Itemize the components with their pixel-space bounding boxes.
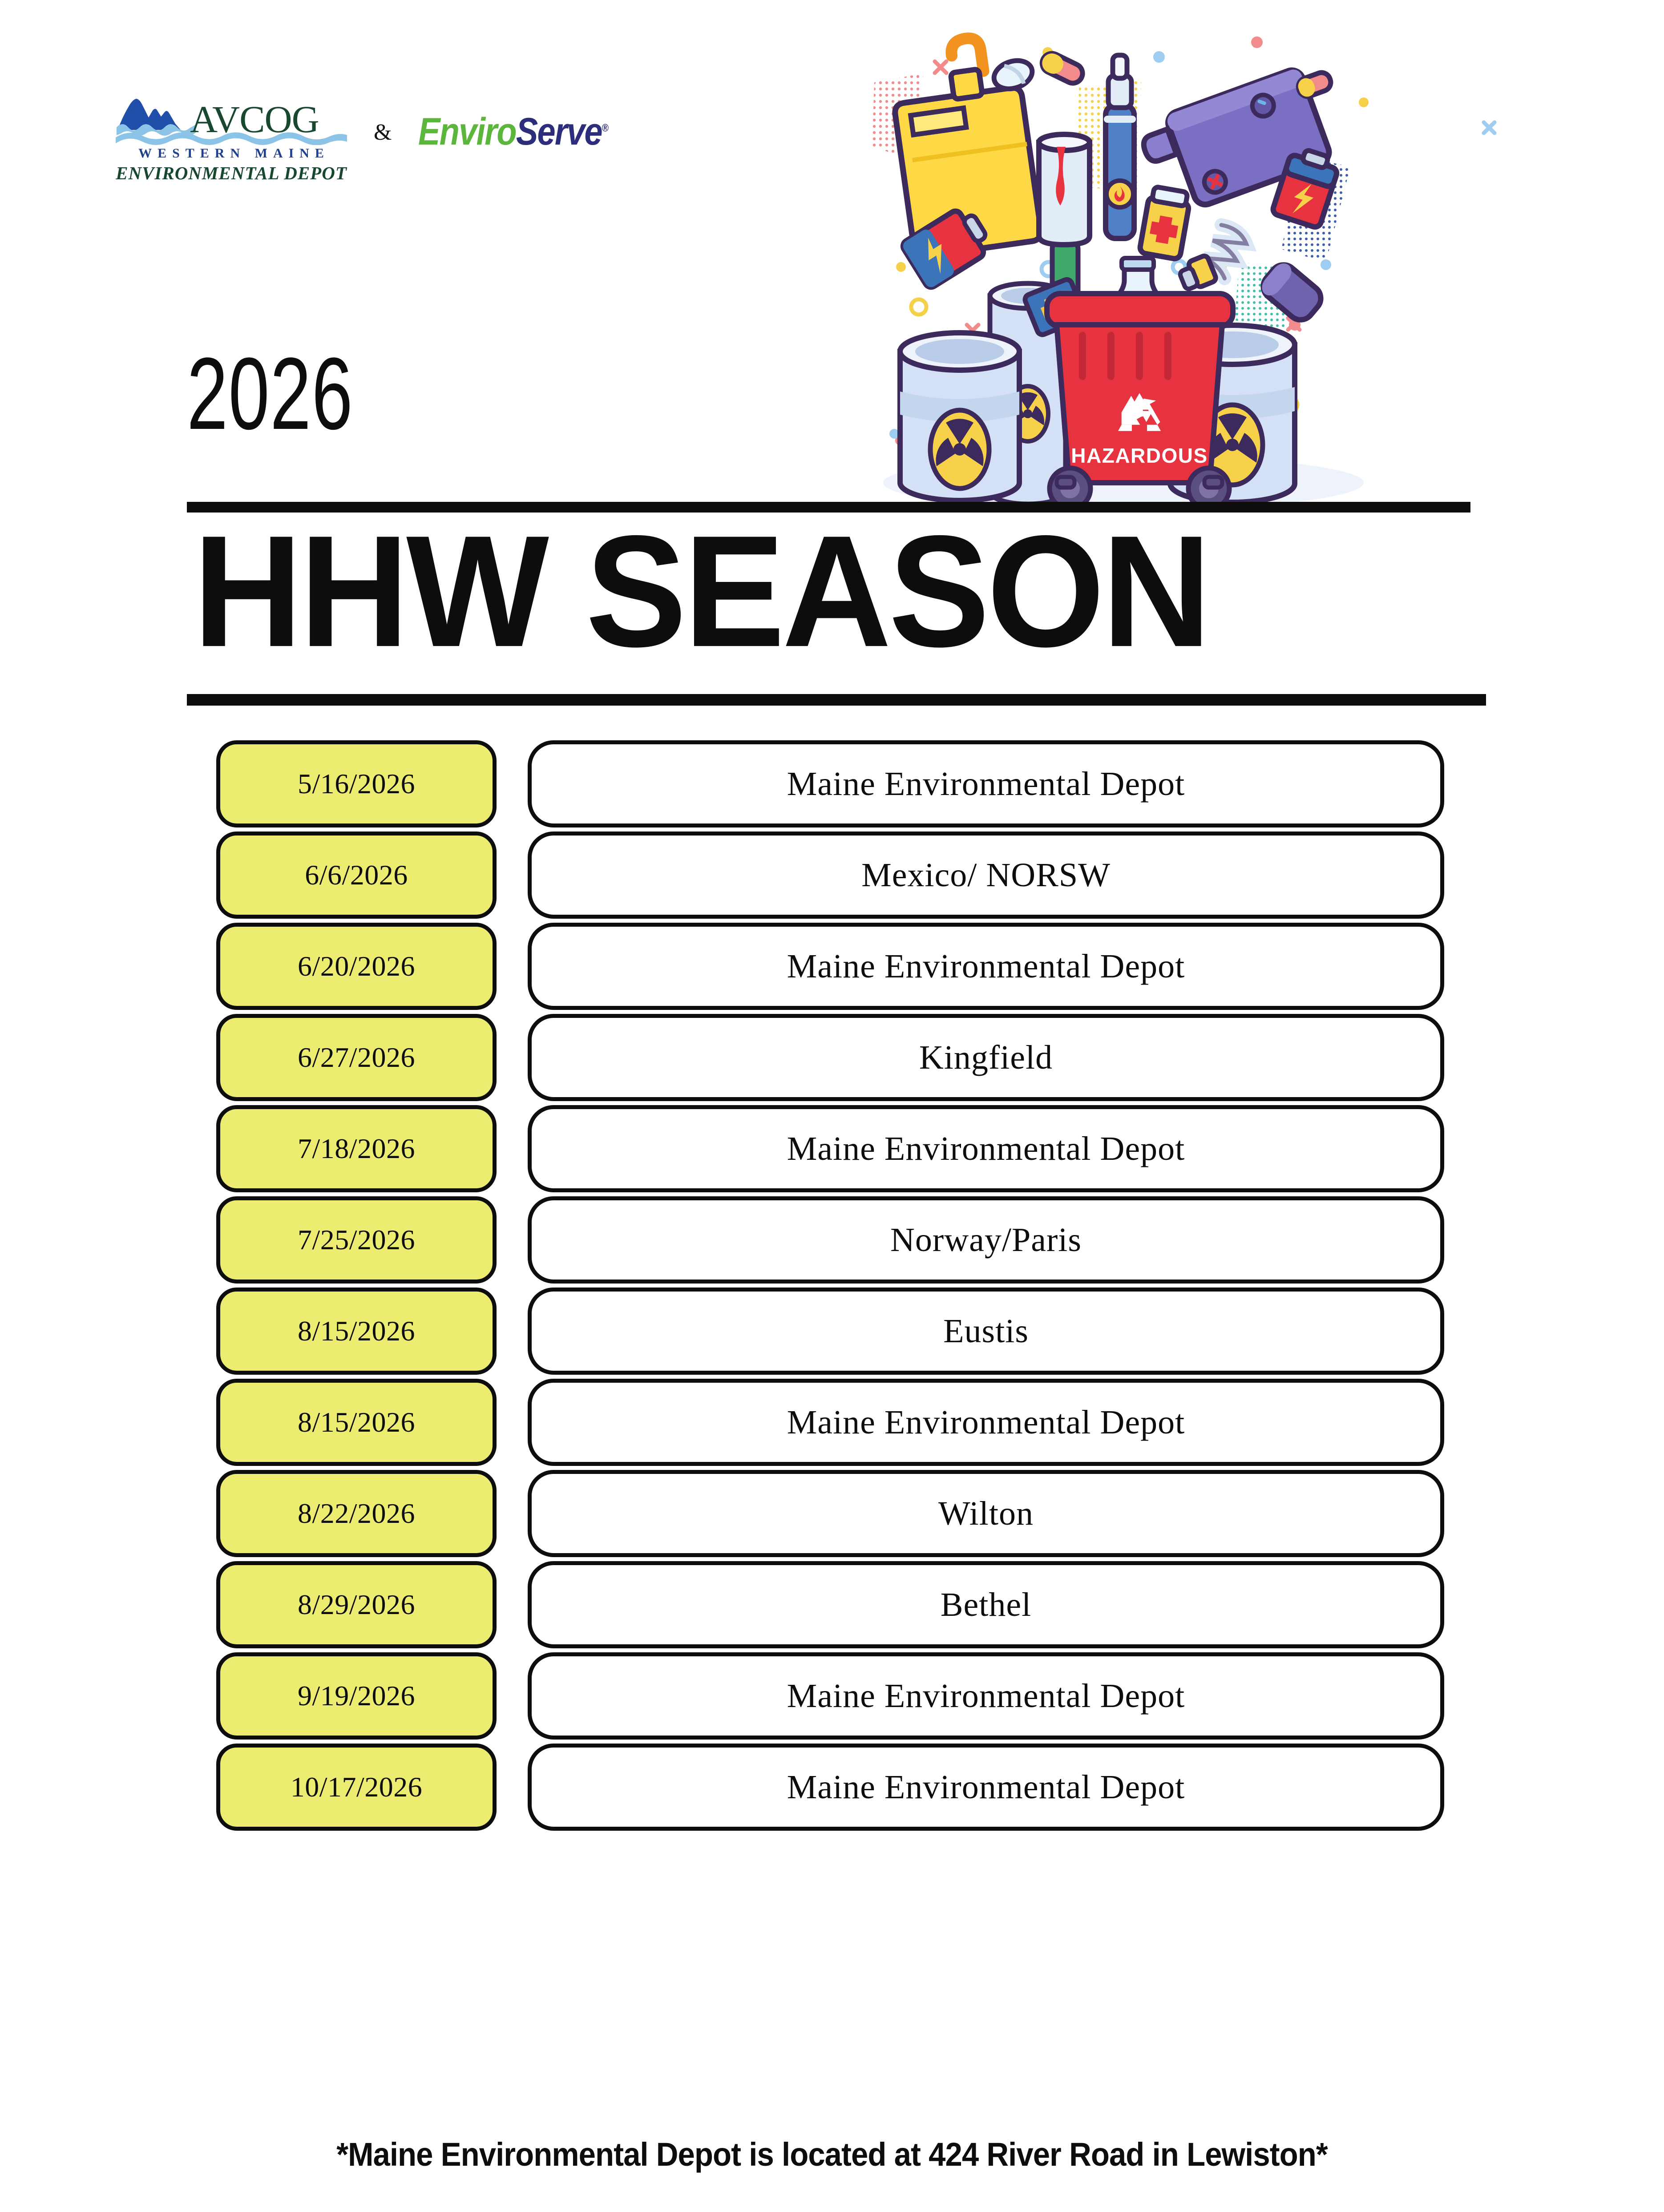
schedule-row: 6/6/2026 Mexico/ NORSW (216, 832, 1444, 919)
schedule-location-label: Bethel (940, 1586, 1032, 1623)
schedule-row: 5/16/2026 Maine Environmental Depot (216, 740, 1444, 827)
enviroserve-enviro-text: Enviro (418, 110, 517, 153)
page-year: 2026 (187, 336, 354, 451)
schedule-row: 8/15/2026 Eustis (216, 1288, 1444, 1375)
household-hazardous-waste-illustration: HAZARDOUS (848, 0, 1502, 523)
schedule-date-pill: 6/20/2026 (216, 923, 497, 1010)
svg-text:HAZARDOUS: HAZARDOUS (1071, 444, 1208, 467)
header-logo-row: AVCOG WESTERN MAINE ENVIRONMENTAL DEPOT … (116, 85, 639, 184)
schedule-date-pill: 8/22/2026 (216, 1470, 497, 1557)
schedule-location-label: Kingfield (919, 1038, 1053, 1076)
schedule-date-pill: 7/18/2026 (216, 1105, 497, 1192)
schedule-date-pill: 9/19/2026 (216, 1652, 497, 1740)
schedule-date-label: 5/16/2026 (297, 768, 416, 799)
schedule-date-label: 7/25/2026 (297, 1224, 416, 1255)
schedule-location-pill: Eustis (528, 1288, 1444, 1375)
schedule-location-pill: Maine Environmental Depot (528, 740, 1444, 827)
enviroserve-serve-text: Serve (516, 110, 603, 153)
avcog-logo-top: AVCOG (116, 85, 347, 138)
schedule-row: 9/19/2026 Maine Environmental Depot (216, 1652, 1444, 1740)
depot-address-footnote: *Maine Environmental Depot is located at… (336, 2136, 1328, 2173)
schedule-row: 10/17/2026 Maine Environmental Depot (216, 1744, 1444, 1831)
schedule-location-pill: Maine Environmental Depot (528, 1379, 1444, 1466)
schedule-location-label: Maine Environmental Depot (787, 1403, 1185, 1441)
schedule-location-pill: Wilton (528, 1470, 1444, 1557)
schedule-date-label: 8/15/2026 (297, 1406, 416, 1438)
schedule-date-pill: 7/25/2026 (216, 1196, 497, 1284)
schedule-location-label: Eustis (943, 1312, 1029, 1350)
title-rule-bottom (187, 694, 1486, 706)
avcog-wordmark: AVCOG (190, 98, 319, 141)
schedule-date-pill: 10/17/2026 (216, 1744, 497, 1831)
schedule-date-pill: 6/6/2026 (216, 832, 497, 919)
avcog-wave-icon (116, 132, 347, 145)
mountain-and-water-icon (116, 89, 198, 138)
schedule-date-pill: 8/15/2026 (216, 1288, 497, 1375)
schedule-location-label: Norway/Paris (890, 1221, 1082, 1259)
avcog-tagline-environmental-depot: ENVIRONMENTAL DEPOT (116, 163, 347, 183)
schedule-date-pill: 8/15/2026 (216, 1379, 497, 1466)
schedule-date-label: 10/17/2026 (290, 1771, 423, 1803)
schedule-row: 8/29/2026 Bethel (216, 1561, 1444, 1648)
title-rule-top (187, 502, 1470, 513)
schedule-location-pill: Kingfield (528, 1014, 1444, 1101)
schedule-row: 7/25/2026 Norway/Paris (216, 1196, 1444, 1284)
schedule-location-pill: Maine Environmental Depot (528, 1652, 1444, 1740)
hhw-schedule-table: 5/16/2026 Maine Environmental Depot 6/6/20… (216, 740, 1444, 1835)
schedule-date-label: 7/18/2026 (297, 1133, 416, 1164)
schedule-location-label: Maine Environmental Depot (787, 765, 1185, 803)
schedule-row: 8/15/2026 Maine Environmental Depot (216, 1379, 1444, 1466)
schedule-location-label: Maine Environmental Depot (787, 1768, 1185, 1806)
schedule-row: 7/18/2026 Maine Environmental Depot (216, 1105, 1444, 1192)
schedule-date-pill: 6/27/2026 (216, 1014, 497, 1101)
schedule-row: 8/22/2026 Wilton (216, 1470, 1444, 1557)
schedule-location-label: Maine Environmental Depot (787, 1677, 1185, 1715)
schedule-location-pill: Maine Environmental Depot (528, 923, 1444, 1010)
schedule-date-label: 9/19/2026 (297, 1680, 416, 1711)
schedule-location-pill: Maine Environmental Depot (528, 1744, 1444, 1831)
page-title: HHW SEASON (193, 502, 1211, 680)
ampersand-separator: & (374, 120, 392, 145)
schedule-date-pill: 5/16/2026 (216, 740, 497, 827)
schedule-date-label: 6/20/2026 (297, 950, 416, 982)
schedule-location-label: Mexico/ NORSW (861, 856, 1111, 894)
avcog-tagline-western-maine: WESTERN MAINE (138, 146, 330, 161)
schedule-date-label: 8/15/2026 (297, 1315, 416, 1347)
schedule-date-label: 8/22/2026 (297, 1498, 416, 1529)
schedule-row: 6/20/2026 Maine Environmental Depot (216, 923, 1444, 1010)
schedule-row: 6/27/2026 Kingfield (216, 1014, 1444, 1101)
schedule-location-label: Wilton (938, 1494, 1034, 1532)
avcog-logo: AVCOG WESTERN MAINE ENVIRONMENTAL DEPOT (116, 85, 347, 184)
schedule-date-label: 6/27/2026 (297, 1041, 416, 1073)
schedule-location-pill: Maine Environmental Depot (528, 1105, 1444, 1192)
schedule-date-label: 6/6/2026 (305, 859, 408, 891)
schedule-location-label: Maine Environmental Depot (787, 947, 1185, 985)
schedule-location-pill: Norway/Paris (528, 1196, 1444, 1284)
schedule-date-label: 8/29/2026 (297, 1589, 416, 1620)
schedule-location-label: Maine Environmental Depot (787, 1130, 1185, 1167)
schedule-location-pill: Bethel (528, 1561, 1444, 1648)
schedule-location-pill: Mexico/ NORSW (528, 832, 1444, 919)
schedule-date-pill: 8/29/2026 (216, 1561, 497, 1648)
hazardous-bin: HAZARDOUS (1022, 240, 1236, 512)
registered-trademark-icon: ® (602, 122, 609, 134)
enviroserve-logo: EnviroServe® (418, 110, 609, 158)
